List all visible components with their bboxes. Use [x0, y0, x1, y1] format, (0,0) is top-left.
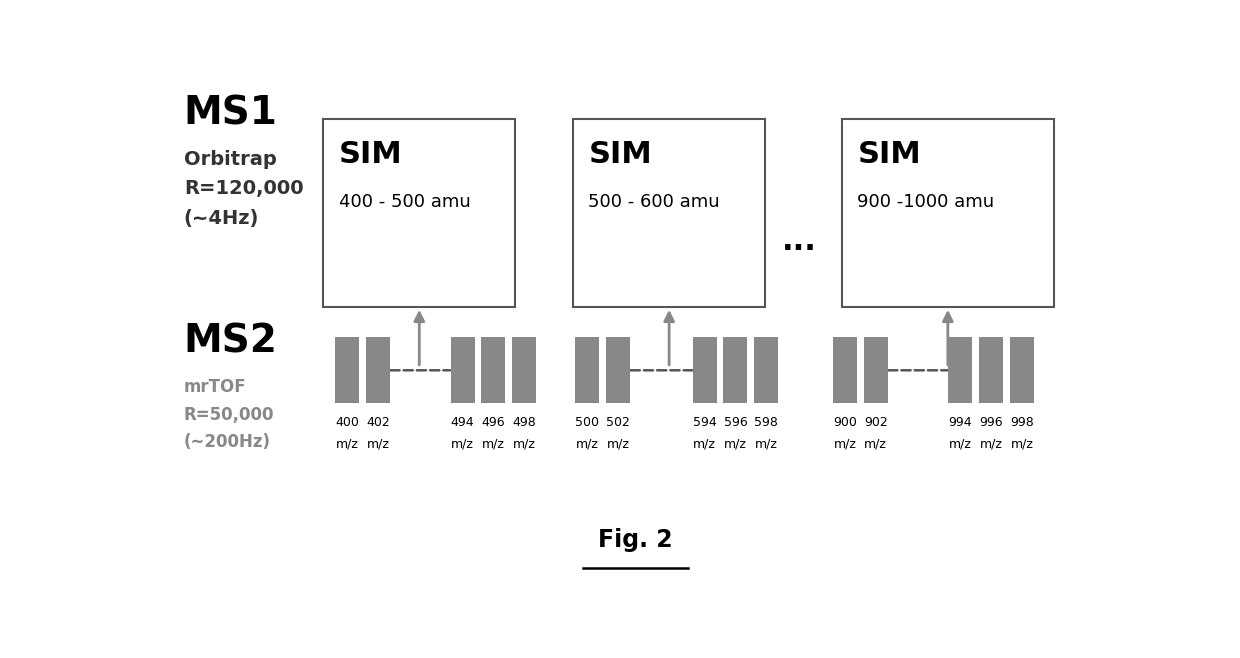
Text: 900: 900 [833, 416, 857, 429]
Text: 900 -1000 amu: 900 -1000 amu [858, 193, 994, 211]
Bar [512, 338, 536, 403]
Bar [481, 338, 505, 403]
Text: 494: 494 [450, 416, 475, 429]
Text: m/z: m/z [451, 438, 474, 451]
Text: 496: 496 [481, 416, 505, 429]
Text: mrTOF
R=50,000
(~200Hz): mrTOF R=50,000 (~200Hz) [184, 378, 274, 451]
Text: 996: 996 [980, 416, 1003, 429]
Text: SIM: SIM [589, 139, 652, 168]
Text: m/z: m/z [724, 438, 746, 451]
Text: m/z: m/z [606, 438, 630, 451]
Text: m/z: m/z [693, 438, 717, 451]
Text: SIM: SIM [339, 139, 402, 168]
Text: MS2: MS2 [184, 322, 278, 360]
Text: m/z: m/z [949, 438, 972, 451]
Text: m/z: m/z [864, 438, 887, 451]
Bar [450, 338, 475, 403]
Bar [324, 120, 516, 307]
Text: Orbitrap
R=120,000
(~4Hz): Orbitrap R=120,000 (~4Hz) [184, 150, 304, 228]
Text: 596: 596 [724, 416, 748, 429]
Bar [754, 338, 779, 403]
Bar [833, 338, 857, 403]
Bar [573, 120, 765, 307]
Bar [606, 338, 630, 403]
Text: 598: 598 [754, 416, 779, 429]
Text: m/z: m/z [577, 438, 599, 451]
Text: m/z: m/z [367, 438, 389, 451]
Text: m/z: m/z [482, 438, 505, 451]
Text: 594: 594 [693, 416, 717, 429]
Text: m/z: m/z [336, 438, 358, 451]
Text: 994: 994 [949, 416, 972, 429]
Text: MS1: MS1 [184, 94, 278, 132]
Bar [1009, 338, 1034, 403]
Text: 502: 502 [606, 416, 630, 429]
Bar [366, 338, 389, 403]
Text: m/z: m/z [512, 438, 536, 451]
Text: 902: 902 [864, 416, 888, 429]
Bar [842, 120, 1054, 307]
Text: Fig. 2: Fig. 2 [598, 528, 673, 552]
Text: m/z: m/z [833, 438, 857, 451]
Text: 402: 402 [366, 416, 389, 429]
Text: 500: 500 [575, 416, 599, 429]
Text: 500 - 600 amu: 500 - 600 amu [589, 193, 720, 211]
Bar [723, 338, 748, 403]
Bar [980, 338, 1003, 403]
Text: ...: ... [781, 226, 816, 255]
Bar [575, 338, 599, 403]
Text: m/z: m/z [980, 438, 1002, 451]
Bar [949, 338, 972, 403]
Text: m/z: m/z [1011, 438, 1033, 451]
Bar [335, 338, 360, 403]
Text: 400: 400 [335, 416, 360, 429]
Text: 400 - 500 amu: 400 - 500 amu [339, 193, 470, 211]
Bar [864, 338, 888, 403]
Text: 998: 998 [1009, 416, 1034, 429]
Text: SIM: SIM [858, 139, 921, 168]
Text: 498: 498 [512, 416, 536, 429]
Text: m/z: m/z [755, 438, 777, 451]
Bar [693, 338, 717, 403]
